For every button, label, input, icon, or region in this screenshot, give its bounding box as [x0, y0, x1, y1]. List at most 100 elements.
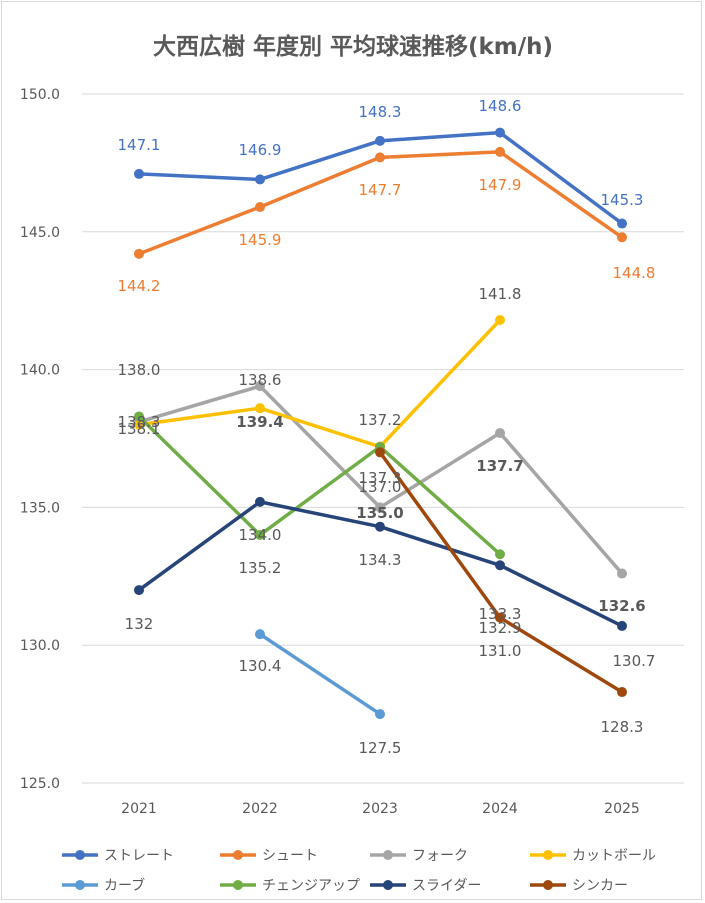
legend-label: シンカー [572, 878, 628, 894]
data-label: 137.7 [476, 457, 523, 475]
data-label: 148.3 [359, 103, 402, 121]
x-tick-label: 2024 [482, 801, 518, 817]
series-line [137, 414, 502, 557]
data-point [495, 127, 505, 138]
legend-marker [543, 850, 553, 860]
data-label: 130.4 [239, 657, 282, 675]
data-point [375, 521, 385, 532]
data-label: 137.0 [359, 478, 402, 496]
data-point [495, 612, 505, 623]
legend-item: スライダー [370, 878, 481, 894]
data-point [617, 232, 627, 243]
data-point [255, 403, 265, 414]
data-label: 144.8 [613, 264, 656, 282]
x-tick-label: 2022 [242, 801, 278, 817]
y-tick-label: 130.0 [20, 638, 60, 654]
data-point [255, 496, 265, 507]
data-label: 145.3 [601, 191, 644, 209]
data-label: 138.1 [118, 420, 161, 438]
data-point [255, 629, 265, 640]
y-tick-label: 145.0 [20, 225, 60, 241]
legend-marker [383, 850, 393, 860]
data-label: 138.6 [239, 371, 282, 389]
legend-label: ストレート [104, 848, 174, 864]
y-tick-label: 135.0 [20, 500, 60, 516]
x-axis: 2021 2022 2023 2024 2025 [121, 801, 640, 817]
data-point [495, 314, 505, 325]
chart-title: 大西広樹 年度別 平均球速推移(km/h) [153, 33, 553, 60]
legend-marker [233, 850, 243, 860]
legend-item: シュート [220, 848, 318, 864]
y-tick-label: 125.0 [20, 776, 60, 792]
legend-item: カーブ [62, 877, 145, 894]
data-point [255, 381, 265, 392]
data-point [375, 447, 385, 458]
data-point [495, 146, 505, 157]
series-2 [134, 146, 627, 259]
series-line [258, 632, 382, 716]
legend-label: スライダー [412, 878, 481, 894]
data-label: 147.7 [359, 181, 402, 199]
legend-label: カットボール [572, 848, 656, 864]
data-label: 134.3 [359, 551, 402, 569]
data-label: 137.2 [359, 411, 402, 429]
y-tick-label: 140.0 [20, 363, 60, 379]
legend-item: カットボール [530, 848, 656, 864]
legend-label: フォーク [412, 848, 468, 864]
data-point [255, 201, 265, 212]
data-label: 130.7 [613, 652, 656, 670]
data-point [255, 174, 265, 185]
data-point [375, 709, 385, 720]
data-label: 148.6 [479, 97, 522, 115]
data-point [495, 549, 505, 560]
series-line [137, 130, 624, 226]
data-label: 131.0 [479, 642, 522, 660]
data-point [617, 620, 627, 631]
x-tick-label: 2023 [362, 801, 398, 817]
series-8 [375, 447, 627, 698]
legend-item: ストレート [62, 848, 174, 864]
series-group [134, 127, 627, 720]
data-point [134, 168, 144, 179]
x-tick-label: 2025 [604, 801, 640, 817]
data-labels: 147.1 146.9 148.3 148.6 145.3 144.2 145.9 147.7… [118, 97, 656, 757]
y-tick-label: 150.0 [20, 87, 60, 103]
data-label: 138.0 [118, 361, 161, 379]
series-line [137, 318, 502, 449]
data-label: 133.3 [479, 605, 522, 623]
data-label: 134.0 [239, 526, 282, 544]
data-point [134, 419, 144, 430]
series-5 [255, 629, 385, 720]
legend-label: シュート [262, 848, 318, 864]
legend-item: フォーク [370, 848, 468, 864]
x-tick-label: 2021 [121, 801, 157, 817]
legend-item: シンカー [530, 878, 628, 894]
legend-marker [383, 880, 393, 890]
data-point [134, 411, 144, 422]
legend-item: チェンジアップ [220, 878, 360, 894]
data-label: 132.6 [598, 597, 645, 615]
legend-label: カーブ [104, 877, 145, 894]
data-label: 147.1 [118, 136, 161, 154]
y-axis: 125.0 130.0 135.0 140.0 145.0 150.0 [20, 87, 60, 792]
legend-marker [75, 850, 85, 860]
legend-label: チェンジアップ [262, 878, 360, 894]
data-label: 127.5 [359, 739, 402, 757]
data-point [134, 585, 144, 596]
data-point [255, 529, 265, 540]
data-point [375, 502, 385, 513]
data-label: 145.9 [239, 231, 282, 249]
data-point [617, 687, 627, 698]
data-label: 139.4 [236, 413, 283, 431]
legend-marker [75, 880, 85, 890]
data-point [495, 427, 505, 438]
data-label: 128.3 [601, 718, 644, 736]
data-label: 141.8 [479, 285, 522, 303]
data-label: 138.3 [118, 413, 161, 431]
data-point [617, 218, 627, 229]
data-point [134, 248, 144, 259]
data-label: 147.9 [479, 176, 522, 194]
